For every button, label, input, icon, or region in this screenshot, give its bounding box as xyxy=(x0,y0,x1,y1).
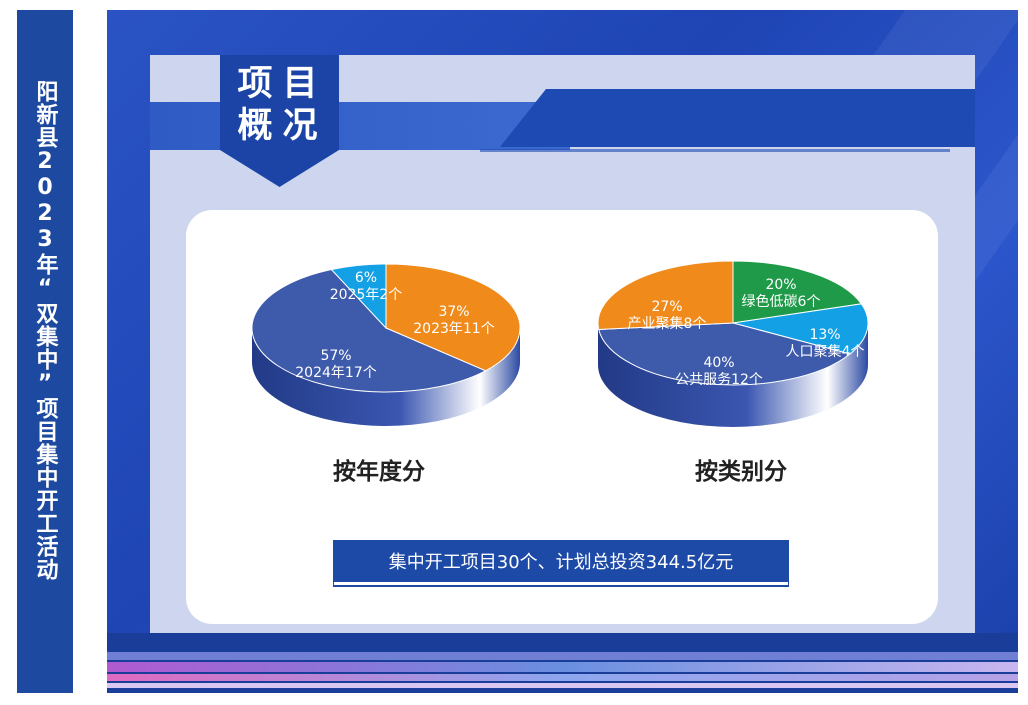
chart-caption-year: 按年度分 xyxy=(333,459,425,485)
pie-label-0-0: 37% 2023年11个 xyxy=(413,304,494,337)
content-panel: 项目 概况 37% 2023年11个 57% 2024年17个 6% 2025年2个 20%… xyxy=(150,55,975,648)
section-badge: 项目 概况 xyxy=(220,55,339,187)
pie-side-1 xyxy=(598,323,868,427)
pie-label-1-0: 20%绿色低碳6个 xyxy=(742,277,821,310)
section-title-line1: 项目 xyxy=(237,64,328,104)
floor-stripe xyxy=(107,683,1018,688)
summary-box: 集中开工项目30个、计划总投资344.5亿元 xyxy=(333,540,789,582)
pie-label-1-2: 40%公共服务12个 xyxy=(675,355,763,388)
event-title: 阳新县2023年“双集中”项目集中开工活动 xyxy=(32,80,58,581)
side-banner: 阳新县2023年“双集中”项目集中开工活动 xyxy=(17,10,73,693)
pie-label-0-2: 6% 2025年2个 xyxy=(330,270,403,303)
section-title-line2: 概况 xyxy=(237,106,328,146)
chart-card: 37% 2023年11个 57% 2024年17个 6% 2025年2个 20%绿色低碳6个… xyxy=(186,210,938,624)
header-band-right xyxy=(500,89,975,147)
pie-label-1-3: 27%产业聚集8个 xyxy=(628,299,707,332)
header-band-line xyxy=(480,149,950,152)
pie-slice-1-2 xyxy=(598,322,852,386)
summary-text: 集中开工项目30个、计划总投资344.5亿元 xyxy=(388,552,734,573)
pie-charts: 37% 2023年11个 57% 2024年17个 6% 2025年2个 20%绿色低碳6个… xyxy=(251,260,869,427)
chart-caption-category: 按类别分 xyxy=(695,459,787,485)
floor-stripe xyxy=(107,674,1018,681)
pie-slice-1-0 xyxy=(732,260,863,324)
floor-stripe xyxy=(107,662,1018,672)
pie-slice-0-2 xyxy=(330,263,387,330)
pie-slice-0-1 xyxy=(251,268,487,393)
pie-slice-0-0 xyxy=(385,263,521,372)
pie-label-0-1: 57% 2024年17个 xyxy=(295,348,376,381)
pie-slice-1-1 xyxy=(732,303,869,355)
pie-side-0 xyxy=(252,328,520,426)
pie-slice-1-3 xyxy=(597,260,734,331)
section-title: 项目 概况 xyxy=(220,63,339,147)
pie-label-1-1: 13%人口聚集4个 xyxy=(786,327,865,360)
main-stage: 项目 概况 37% 2023年11个 57% 2024年17个 6% 2025年2个 20%… xyxy=(107,10,1018,693)
floor-stripe xyxy=(107,652,1018,660)
